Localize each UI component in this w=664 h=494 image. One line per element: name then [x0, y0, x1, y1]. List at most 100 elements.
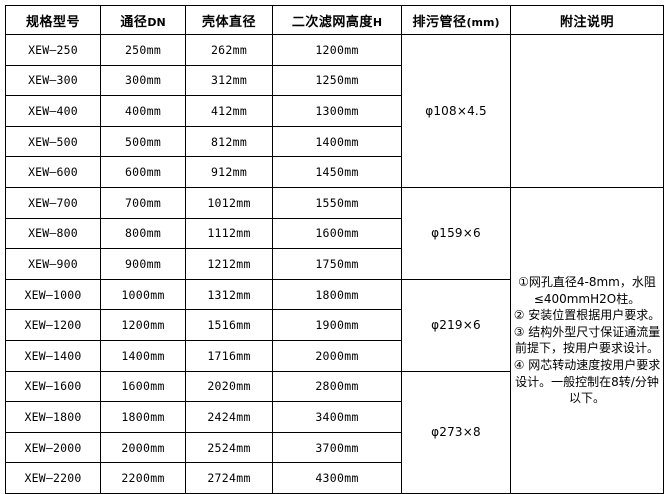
cell-drain-pipe-diameter: φ108×4.5: [401, 34, 511, 188]
cell-shell-diameter: 1312mm: [185, 278, 273, 311]
cell-dn: 600mm: [100, 156, 186, 188]
cell-model: XEW—1600: [5, 370, 101, 403]
cell-drain-pipe-diameter: φ219×6: [401, 278, 511, 372]
cell-secondary-screen-height: 1550mm: [272, 186, 402, 219]
cell-secondary-screen-height: 1600mm: [272, 217, 402, 250]
table-header: 规格型号 通径DN 壳体直径 二次滤网高度H 排污管径(mm) 附注说明: [5, 5, 664, 35]
specification-table: 规格型号 通径DN 壳体直径 二次滤网高度H 排污管径(mm) 附注说明: [5, 5, 664, 494]
cell-model: XEW—600: [5, 156, 101, 188]
table-row: XEW—900 900mm 1212mm 1750mm: [5, 248, 664, 280]
cell-shell-diameter: 1716mm: [185, 339, 273, 372]
cell-remarks-empty: [510, 34, 664, 188]
cell-model: XEW—400: [5, 95, 101, 127]
cell-secondary-screen-height: 1200mm: [272, 34, 402, 66]
table-body: XEW—250 250mm 262mm 1200mm φ108×4.5 XEW—300 30…: [5, 34, 664, 494]
column-header-shell-diameter: 壳体直径: [185, 5, 273, 35]
column-header-remarks-label: 附注说明: [559, 14, 614, 30]
remark-item: ①网孔直径4-8mm，水阻≤400mmH2O柱。: [518, 275, 656, 306]
cell-dn: 300mm: [100, 64, 186, 97]
cell-dn: 1800mm: [100, 401, 186, 433]
cell-shell-diameter: 812mm: [185, 125, 273, 158]
cell-dn: 1600mm: [100, 370, 186, 403]
cell-model: XEW—1400: [5, 339, 101, 372]
cell-secondary-screen-height: 3700mm: [272, 431, 402, 464]
column-header-drain-pipe-diameter-unit: (mm): [466, 15, 500, 29]
cell-shell-diameter: 1212mm: [185, 248, 273, 280]
cell-shell-diameter: 2524mm: [185, 431, 273, 464]
column-header-drain-pipe-diameter: 排污管径(mm): [401, 5, 511, 35]
cell-dn: 900mm: [100, 248, 186, 280]
cell-dn: 1400mm: [100, 339, 186, 372]
cell-model: XEW—2200: [5, 462, 101, 494]
table-row: XEW—1200 1200mm 1516mm 1900mm: [5, 309, 664, 341]
column-header-secondary-screen-height-label: 二次滤网高度: [291, 14, 373, 30]
cell-shell-diameter: 2424mm: [185, 401, 273, 433]
remark-item: ④ 网芯转动速度按用户要求设计。一般控制在8转/分钟以下。: [513, 357, 661, 406]
cell-secondary-screen-height: 1300mm: [272, 95, 402, 127]
table-row: XEW—2000 2000mm 2524mm 3700mm: [5, 431, 664, 464]
column-header-dn-unit: DN: [147, 15, 166, 29]
cell-dn: 250mm: [100, 34, 186, 66]
cell-dn: 2000mm: [100, 431, 186, 464]
table-row: XEW—1400 1400mm 1716mm 2000mm: [5, 339, 664, 372]
column-header-secondary-screen-height: 二次滤网高度H: [272, 5, 402, 35]
cell-drain-pipe-diameter: φ273×8: [401, 370, 511, 494]
table-row: XEW—700 700mm 1012mm 1550mm φ159×6 ①网孔直径4-8mm…: [5, 186, 664, 494]
remark-item: ② 安装位置根据用户要求。: [513, 308, 661, 323]
cell-dn: 700mm: [100, 186, 186, 219]
cell-shell-diameter: 1012mm: [185, 186, 273, 219]
cell-model: XEW—500: [5, 125, 101, 158]
cell-remarks-notes: ①网孔直径4-8mm，水阻≤400mmH2O柱。 ② 安装位置根据用户要求。 ③ 结…: [510, 186, 664, 494]
spec-table-container: 规格型号 通径DN 壳体直径 二次滤网高度H 排污管径(mm) 附注说明: [5, 5, 664, 494]
table-row: XEW—300 300mm 312mm 1250mm: [5, 64, 664, 97]
cell-shell-diameter: 262mm: [185, 34, 273, 66]
cell-shell-diameter: 312mm: [185, 64, 273, 97]
cell-shell-diameter: 2020mm: [185, 370, 273, 403]
cell-shell-diameter: 1516mm: [185, 309, 273, 341]
cell-secondary-screen-height: 1450mm: [272, 156, 402, 188]
cell-secondary-screen-height: 2800mm: [272, 370, 402, 403]
column-header-shell-diameter-label: 壳体直径: [201, 14, 256, 30]
cell-secondary-screen-height: 1400mm: [272, 125, 402, 158]
cell-model: XEW—900: [5, 248, 101, 280]
column-header-dn-label: 通径: [120, 14, 148, 30]
cell-dn: 1000mm: [100, 278, 186, 311]
cell-dn: 2200mm: [100, 462, 186, 494]
cell-shell-diameter: 1112mm: [185, 217, 273, 250]
cell-secondary-screen-height: 3400mm: [272, 401, 402, 433]
cell-model: XEW—1800: [5, 401, 101, 433]
cell-secondary-screen-height: 2000mm: [272, 339, 402, 372]
cell-dn: 500mm: [100, 125, 186, 158]
cell-model: XEW—1000: [5, 278, 101, 311]
table-row: XEW—1000 1000mm 1312mm 1800mm φ219×6: [5, 278, 664, 372]
table-row: XEW—800 800mm 1112mm 1600mm: [5, 217, 664, 250]
column-header-dn: 通径DN: [100, 5, 186, 35]
cell-secondary-screen-height: 1750mm: [272, 248, 402, 280]
cell-model: XEW—250: [5, 34, 101, 66]
column-header-model: 规格型号: [5, 5, 101, 35]
cell-model: XEW—800: [5, 217, 101, 250]
column-header-drain-pipe-diameter-label: 排污管径: [412, 14, 467, 30]
cell-model: XEW—700: [5, 186, 101, 219]
cell-model: XEW—300: [5, 64, 101, 97]
cell-dn: 800mm: [100, 217, 186, 250]
cell-drain-pipe-diameter: φ159×6: [401, 186, 511, 280]
table-row: XEW—400 400mm 412mm 1300mm: [5, 95, 664, 127]
table-row: XEW—250 250mm 262mm 1200mm φ108×4.5: [5, 34, 664, 188]
cell-model: XEW—1200: [5, 309, 101, 341]
table-row: XEW—600 600mm 912mm 1450mm: [5, 156, 664, 188]
remark-item: ③ 结构外型尺寸保证通流量前提下，按用户要求设计。: [513, 324, 661, 356]
cell-shell-diameter: 2724mm: [185, 462, 273, 494]
cell-secondary-screen-height: 1800mm: [272, 278, 402, 311]
cell-secondary-screen-height: 4300mm: [272, 462, 402, 494]
cell-dn: 1200mm: [100, 309, 186, 341]
table-row: XEW—500 500mm 812mm 1400mm: [5, 125, 664, 158]
cell-shell-diameter: 412mm: [185, 95, 273, 127]
cell-secondary-screen-height: 1900mm: [272, 309, 402, 341]
table-row: XEW—1600 1600mm 2020mm 2800mm φ273×8: [5, 370, 664, 494]
column-header-remarks: 附注说明: [510, 5, 664, 35]
cell-secondary-screen-height: 1250mm: [272, 64, 402, 97]
cell-model: XEW—2000: [5, 431, 101, 464]
cell-shell-diameter: 912mm: [185, 156, 273, 188]
cell-dn: 400mm: [100, 95, 186, 127]
